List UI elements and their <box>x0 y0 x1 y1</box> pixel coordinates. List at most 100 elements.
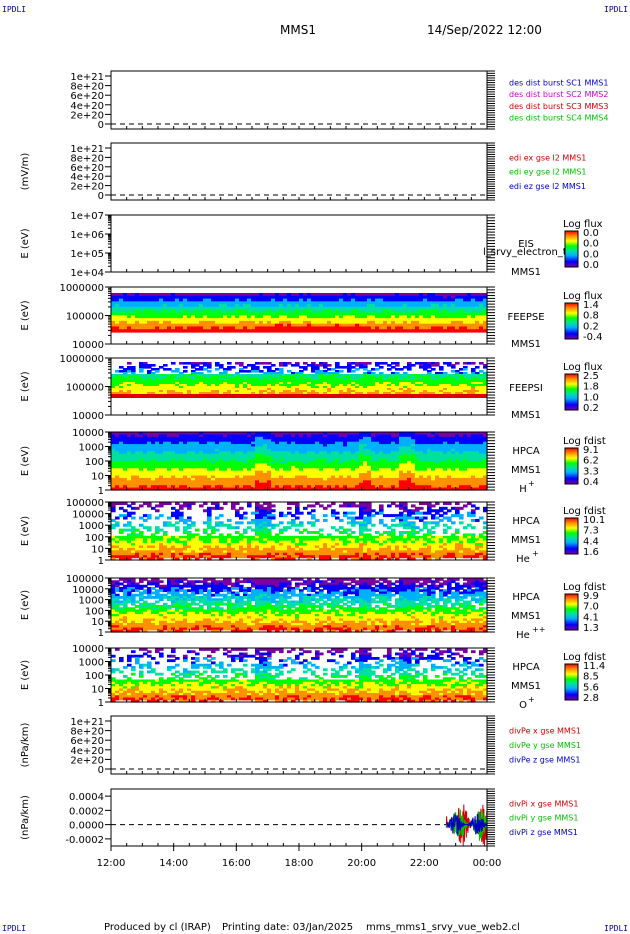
spectrogram-cell <box>263 468 268 472</box>
spectrogram-cell <box>439 439 444 443</box>
spectrogram-cell <box>271 473 276 477</box>
spectrogram-cell <box>203 439 208 443</box>
spectrogram-cell <box>255 485 260 489</box>
spectrogram-cell <box>215 295 220 300</box>
spectrogram-cell <box>211 470 216 474</box>
spectrogram-cell <box>251 366 256 369</box>
spectrogram-cell <box>279 386 284 389</box>
spectrogram-cell <box>451 480 456 484</box>
spectrogram-cell <box>143 364 148 367</box>
spectrogram-cell <box>299 301 304 305</box>
spectrogram-cell <box>123 487 128 491</box>
spectrogram-cell <box>127 458 132 462</box>
spectrogram-cell <box>407 366 412 369</box>
spectrogram-cell <box>243 376 248 379</box>
spectrogram-cell <box>247 304 252 308</box>
spectrogram-cell <box>207 320 212 325</box>
spectrogram-cell <box>339 380 344 383</box>
spectrogram-cell <box>359 364 364 367</box>
spectrogram-cell <box>183 382 188 385</box>
spectrogram-cell <box>179 485 184 489</box>
spectrogram-cell <box>191 465 196 469</box>
spectrogram-cell <box>343 468 348 472</box>
spectrogram-cell <box>483 364 488 367</box>
spectrogram-cell <box>475 434 480 438</box>
spectrogram-cell <box>231 374 236 377</box>
spectrogram-cell <box>383 304 388 308</box>
spectrogram-cell <box>171 370 176 373</box>
spectrogram-cell <box>363 312 368 316</box>
spectrogram-cell <box>363 388 368 391</box>
spectrogram-cell <box>179 458 184 462</box>
spectrogram-cell <box>319 329 324 333</box>
spectrogram-cell <box>179 475 184 479</box>
spectrogram-cell <box>159 487 164 491</box>
spectrogram-cell <box>243 320 248 325</box>
spectrogram-cell <box>295 451 300 455</box>
spectrogram-cell <box>251 386 256 389</box>
spectrogram-cell <box>387 480 392 484</box>
spectrogram-cell <box>195 312 200 316</box>
spectrogram-cell <box>207 362 212 365</box>
spectrogram-cell <box>475 372 480 375</box>
spectrogram-cell <box>199 451 204 455</box>
spectrogram-cell <box>187 390 192 393</box>
spectrogram-cell <box>439 451 444 455</box>
spectrogram-cell <box>199 468 204 472</box>
spectrogram-cell <box>375 434 380 438</box>
spectrogram-cell <box>251 444 256 448</box>
spectrogram-cell <box>231 451 236 455</box>
spectrogram-cell <box>223 318 228 322</box>
spectrogram-cell <box>443 456 448 460</box>
spectrogram-cell <box>231 388 236 391</box>
spectrogram-cell <box>439 380 444 383</box>
spectrogram-cell <box>111 477 116 481</box>
spectrogram-cell <box>399 315 404 319</box>
spectrogram-cell <box>123 318 128 322</box>
spectrogram-cell <box>183 374 188 377</box>
spectrogram-cell <box>151 301 156 305</box>
spectrogram-cell <box>115 329 120 333</box>
spectrogram-cell <box>271 392 276 395</box>
spectrogram-cell <box>351 473 356 477</box>
spectrogram-cell <box>447 320 452 325</box>
spectrogram-cell <box>359 374 364 377</box>
spectrogram-cell <box>147 473 152 477</box>
spectrogram-cell <box>199 436 204 440</box>
spectrogram-cell <box>319 480 324 484</box>
spectrogram-cell <box>311 473 316 477</box>
spectrogram-cell <box>439 434 444 438</box>
spectrogram-cell <box>159 448 164 452</box>
spectrogram-cell <box>419 309 424 314</box>
spectrogram-cell <box>287 482 292 486</box>
spectrogram-cell <box>327 309 332 314</box>
spectrogram-cell <box>227 323 232 328</box>
spectrogram-cell <box>231 306 236 311</box>
spectrogram-cell <box>227 386 232 389</box>
spectrogram-cell <box>275 448 280 452</box>
spectrogram-cell <box>259 446 264 450</box>
spectrogram-cell <box>299 374 304 377</box>
spectrogram-cell <box>183 306 188 311</box>
spectrogram-cell <box>335 364 340 367</box>
spectrogram-cell <box>303 323 308 328</box>
spectrogram-cell <box>363 432 368 436</box>
spectrogram-cell <box>463 362 468 365</box>
spectrogram-cell <box>135 306 140 311</box>
spectrogram-cell <box>459 376 464 379</box>
spectrogram-cell <box>207 434 212 438</box>
spectrogram-cell <box>123 463 128 467</box>
spectrogram-cell <box>335 392 340 395</box>
spectrogram-cell <box>139 482 144 486</box>
spectrogram-cell <box>419 473 424 477</box>
spectrogram-cell <box>267 441 272 445</box>
spectrogram-cell <box>263 326 268 330</box>
spectrogram-cell <box>391 295 396 300</box>
spectrogram-cell <box>131 293 136 297</box>
spectrogram-cell <box>475 465 480 469</box>
spectrogram-cell <box>343 436 348 440</box>
spectrogram-cell <box>347 441 352 445</box>
spectrogram-cell <box>351 444 356 448</box>
spectrogram-cell <box>419 374 424 377</box>
